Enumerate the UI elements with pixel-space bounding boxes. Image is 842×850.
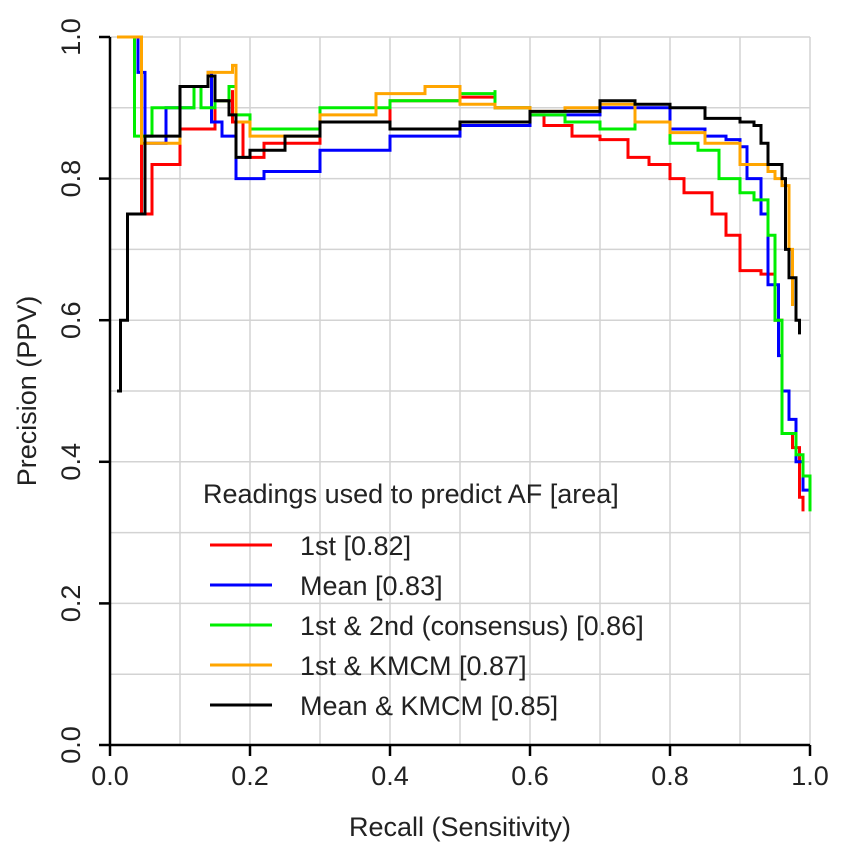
y-tick-label: 0.8	[56, 160, 86, 198]
legend-label: Mean & KMCM [0.85]	[300, 691, 558, 721]
series	[117, 35, 812, 512]
y-tick-label: 1.0	[56, 18, 86, 56]
series-line-3	[117, 35, 812, 512]
series-line-4	[117, 35, 794, 307]
x-tick-label: 0.6	[511, 761, 549, 791]
series-line-5	[117, 74, 801, 393]
grid	[109, 36, 811, 746]
x-tick-label: 0.0	[91, 761, 129, 791]
legend: Readings used to predict AF [area] 1st […	[203, 479, 644, 721]
y-tick-label: 0.0	[56, 726, 86, 764]
y-tick-label: 0.6	[56, 301, 86, 339]
ticks: 0.0 0.2 0.4 0.6 0.8 1.0 0.0 0.2 0.4 0.6 0.8 1.0	[56, 18, 829, 791]
x-tick-label: 0.4	[371, 761, 409, 791]
x-axis-title: Recall (Sensitivity)	[349, 812, 571, 842]
legend-label: 1st & 2nd (consensus) [0.86]	[300, 611, 644, 641]
x-tick-label: 0.8	[651, 761, 689, 791]
legend-title: Readings used to predict AF [area]	[203, 479, 619, 509]
legend-label: 1st & KMCM [0.87]	[300, 651, 527, 681]
x-tick-label: 1.0	[791, 761, 829, 791]
axes	[108, 37, 810, 747]
legend-label: Mean [0.83]	[300, 571, 443, 601]
y-tick-label: 0.4	[56, 443, 86, 481]
y-tick-label: 0.2	[56, 585, 86, 623]
y-axis-title: Precision (PPV)	[12, 296, 42, 487]
x-tick-label: 0.2	[231, 761, 269, 791]
legend-label: 1st [0.82]	[300, 531, 411, 561]
